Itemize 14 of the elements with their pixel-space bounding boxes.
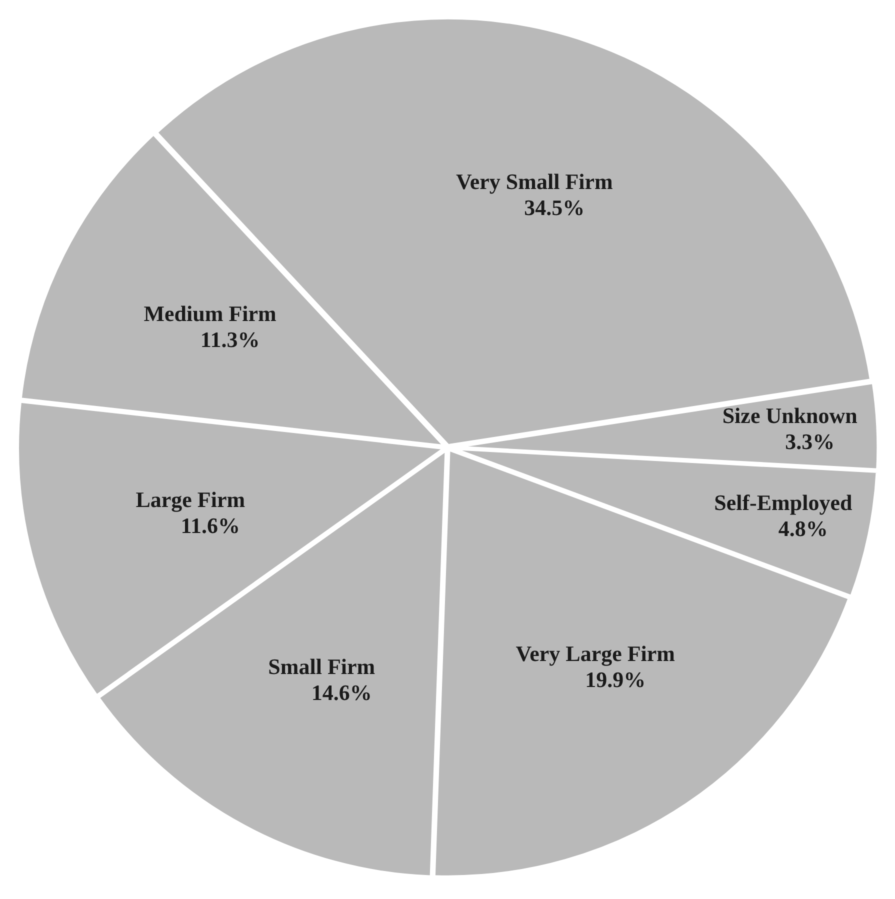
- data-label: 3.3%: [785, 429, 835, 454]
- data-label: 14.6%: [311, 680, 372, 706]
- slice-label: Self-Employed: [714, 490, 852, 515]
- slice-label: Medium Firm: [144, 300, 276, 326]
- slice-label: Small Firm: [268, 654, 376, 680]
- data-label: 19.9%: [585, 666, 646, 692]
- data-label: 11.3%: [200, 326, 260, 352]
- data-label: 11.6%: [180, 512, 240, 538]
- slice-label: Very Large Firm: [516, 640, 675, 666]
- slice-label: Large Firm: [136, 486, 246, 512]
- data-label: 34.5%: [524, 195, 585, 220]
- slice-label: Size Unknown: [722, 403, 858, 428]
- data-label: 4.8%: [778, 516, 828, 541]
- slice-label: Very Small Firm: [456, 169, 613, 194]
